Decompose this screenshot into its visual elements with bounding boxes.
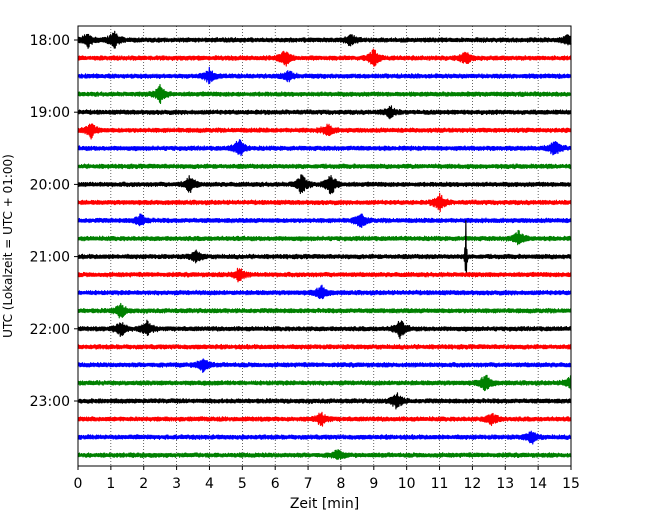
x-tick-label: 12 xyxy=(463,476,481,492)
x-tick-label: 4 xyxy=(205,476,214,492)
x-tick-label: 10 xyxy=(398,476,416,492)
x-axis-label: Zeit [min] xyxy=(290,496,359,512)
x-axis-ticks: 0 1 2 3 4 5 6 7 8 9 10 11 12 13 14 15 xyxy=(74,466,580,492)
y-tick-label: 21:00 xyxy=(30,250,70,266)
y-tick-label: 22:00 xyxy=(30,322,70,338)
x-tick-label: 5 xyxy=(238,476,247,492)
y-tick-label: 20:00 xyxy=(30,177,70,193)
x-tick-label: 13 xyxy=(496,476,514,492)
x-tick-label: 1 xyxy=(106,476,115,492)
vertical-grid xyxy=(110,26,539,466)
traces xyxy=(77,30,572,460)
x-tick-label: 7 xyxy=(304,476,313,492)
x-tick-label: 15 xyxy=(562,476,580,492)
x-tick-label: 11 xyxy=(431,476,449,492)
x-tick-label: 3 xyxy=(172,476,181,492)
plot-frame xyxy=(77,25,572,467)
x-tick-label: 14 xyxy=(529,476,547,492)
x-tick-label: 0 xyxy=(74,476,83,492)
x-tick-label: 2 xyxy=(139,476,148,492)
y-tick-label: 19:00 xyxy=(30,105,70,121)
x-tick-label: 9 xyxy=(369,476,378,492)
y-tick-label: 18:00 xyxy=(30,33,70,49)
y-tick-label: 23:00 xyxy=(30,394,70,410)
y-axis-ticks: 18:00 19:00 20:00 21:00 22:00 23:00 xyxy=(30,33,78,410)
x-tick-label: 8 xyxy=(336,476,345,492)
y-axis-label: UTC (Lokalzeit = UTC + 01:00) xyxy=(1,154,15,338)
x-tick-label: 6 xyxy=(271,476,280,492)
